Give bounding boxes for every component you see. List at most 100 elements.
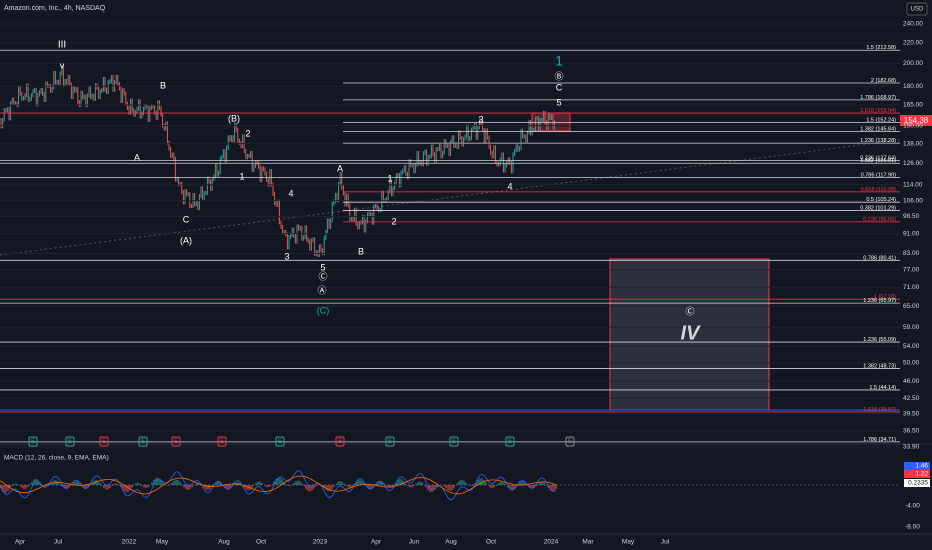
wave-label: 3 <box>284 251 289 261</box>
fib-label: 1.618 (158.94) <box>860 108 896 114</box>
wave-label: III <box>58 40 66 51</box>
event-label: E <box>278 439 282 445</box>
time-axis-label: May <box>156 539 169 546</box>
event-marker <box>65 436 75 447</box>
time-axis-label: Aug <box>218 539 230 546</box>
time-axis-label: Jul <box>54 539 63 546</box>
price-axis-label: 39.50 <box>903 411 920 418</box>
fib-label: 1.786 (34.71) <box>863 437 896 443</box>
macd-line <box>0 470 557 501</box>
event-label: E <box>338 439 342 445</box>
event-label: E <box>68 439 72 445</box>
event-marker <box>99 436 109 447</box>
wave-label: Ⓒ <box>685 306 694 316</box>
price-axis-label: 71.00 <box>903 284 920 291</box>
wave-label: (B) <box>228 113 240 123</box>
time-axis-label: Jul <box>661 539 670 546</box>
fib-label: 1.236 (138.28) <box>860 138 896 144</box>
wave-label: (C) <box>317 305 330 315</box>
wave-label: 5 <box>320 262 325 272</box>
price-axis-label: 126.00 <box>903 160 923 167</box>
price-axis-label: 200.00 <box>903 60 923 67</box>
wave-label: 4 <box>288 188 293 198</box>
last-price: 154.38 <box>904 116 929 125</box>
fib-label: 1.236 (55.09) <box>863 337 896 343</box>
event-label: E <box>141 439 145 445</box>
macd-tag <box>904 479 930 487</box>
macd-tag <box>904 470 930 478</box>
wave-label: 2 <box>245 128 250 138</box>
price-axis-label: 46.00 <box>903 378 920 385</box>
price-axis-label: 165.00 <box>903 102 923 109</box>
macd-tag-label: 0.2335 <box>908 480 928 487</box>
fib-label: 2 (182.68) <box>871 78 896 84</box>
price-axis-label: 36.50 <box>903 428 920 435</box>
price-axis-bg <box>900 0 932 550</box>
event-marker <box>505 436 515 447</box>
price-axis-label: 220.00 <box>903 40 923 47</box>
fib-label: 0.382 (101.29) <box>860 205 896 211</box>
wave-label: C <box>183 214 190 224</box>
wave-label: C <box>556 82 563 92</box>
event-marker <box>385 436 395 447</box>
time-axis-label: 2023 <box>313 539 328 546</box>
price-axis-label: 54.00 <box>903 343 920 350</box>
wave-label: 3 <box>478 114 483 124</box>
wave-label: 1 <box>387 173 392 183</box>
price-axis-label: 83.00 <box>903 250 920 257</box>
macd-tag-label: 1.22 <box>915 471 928 478</box>
event-marker <box>28 436 38 447</box>
fib-label: 0.786 (80.41) <box>863 255 896 261</box>
currency: USD <box>911 7 924 13</box>
event-label: E <box>508 439 512 445</box>
event-label: E <box>31 439 35 445</box>
symbol-title: Amazon.com, Inc., 4h, NASDAQ <box>4 5 106 12</box>
price-axis-label: 114.00 <box>903 182 923 189</box>
trend-line <box>0 139 901 256</box>
time-axis-label: Oct <box>486 539 496 546</box>
wave-label: Ⓑ <box>554 71 563 81</box>
time-axis-label: Apr <box>15 539 26 546</box>
price-axis-label: 59.00 <box>903 324 920 331</box>
fib-label: 1.382 (145.84) <box>860 127 896 133</box>
fib-label: 1.5 (212.58) <box>866 45 896 51</box>
fib-label: 0.786 (117.90) <box>861 173 897 179</box>
price-axis-label: 106.00 <box>903 197 923 204</box>
wave-label: v <box>60 60 65 70</box>
wave-label: (A) <box>180 235 192 245</box>
price-axis-label: 50.00 <box>903 360 920 367</box>
time-axis-label: May <box>622 539 635 546</box>
wave-label: 1 <box>239 171 244 181</box>
macd-tag-label: 1.46 <box>915 463 928 470</box>
wave-label: 5 <box>556 97 561 107</box>
fib-label: 1.236 (65.97) <box>863 298 896 304</box>
event-marker <box>138 436 148 447</box>
macd-title: MACD (12, 26, close, 9, EMA, EMA) <box>4 455 109 462</box>
event-label: E <box>102 439 106 445</box>
price-axis-label: 138.00 <box>903 140 923 147</box>
target-zone <box>609 258 770 411</box>
fib-label: 1 (67.18) <box>874 294 896 300</box>
event-marker <box>275 436 285 447</box>
time-axis-label: 2022 <box>122 539 137 546</box>
wave-label: IV <box>681 322 702 344</box>
price-axis-label: 240.00 <box>903 21 923 28</box>
wave-label: B <box>160 80 166 90</box>
event-label: E <box>388 439 392 445</box>
fib-label: 0.5 (105.24) <box>866 197 896 203</box>
currency-box[interactable] <box>906 2 928 16</box>
event-marker <box>565 436 575 447</box>
time-axis-label: Apr <box>371 539 382 546</box>
event-label: E <box>174 439 178 445</box>
event-marker <box>171 436 181 447</box>
event-label: E <box>568 439 572 445</box>
last-price-tag <box>900 115 932 126</box>
macd-axis-label: -4.00 <box>905 503 920 510</box>
event-label: E <box>220 439 224 445</box>
macd-tag <box>904 462 930 470</box>
fib-label: 1.382 (48.73) <box>863 364 896 370</box>
time-axis-label: Aug <box>445 539 457 546</box>
signal-line <box>0 475 557 495</box>
wave-label: 4 <box>507 181 512 191</box>
